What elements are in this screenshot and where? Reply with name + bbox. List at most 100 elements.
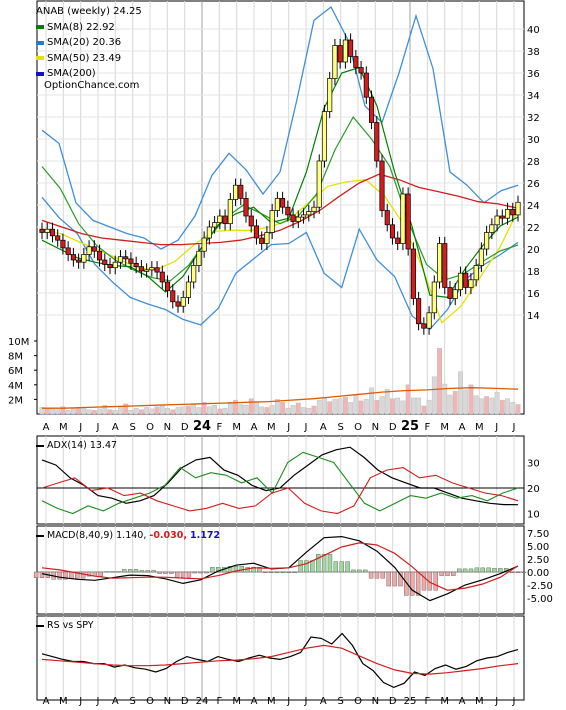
volume-bar: [463, 389, 469, 415]
macd-tick-label: 5.00: [527, 542, 549, 553]
macd-histogram-bar: [410, 571, 415, 596]
macd-histogram-bar: [451, 571, 456, 576]
volume-bar: [159, 405, 165, 415]
volume-bar: [494, 391, 500, 415]
candle-body: [138, 266, 144, 272]
candle-body: [117, 256, 124, 263]
month-label: A: [320, 422, 327, 433]
volume-bar: [180, 406, 186, 415]
price-tick-label: 18: [527, 267, 540, 278]
macd-histogram-bar: [280, 571, 286, 574]
candle-body: [484, 232, 490, 250]
candle-body: [494, 215, 500, 226]
month-label-bottom: M: [232, 696, 241, 706]
volume-bar: [112, 410, 118, 415]
adx-swatch: [36, 444, 44, 447]
macd-histogram-bar: [80, 571, 86, 579]
month-label: J: [78, 422, 82, 433]
macd-histogram-bar: [69, 571, 74, 579]
volume-bar: [128, 410, 134, 415]
macd-histogram-bar: [415, 571, 421, 596]
month-label-bottom: F: [424, 696, 430, 706]
macd-histogram-bar: [462, 568, 468, 573]
volume-bar: [458, 371, 463, 415]
year-label-bottom: 24: [196, 696, 209, 706]
candle-body: [285, 206, 291, 216]
macd-histogram-bar: [174, 571, 180, 578]
macd-histogram-bar: [157, 571, 162, 574]
price-legend: ANAB (weekly) 24.25 SMA(8) 22.92 SMA(20)…: [36, 4, 142, 82]
volume-bar: [421, 405, 427, 415]
macd-tick-label: 0.00: [527, 568, 549, 579]
macd-histogram-bar: [63, 571, 68, 580]
adx-panel-frame: [36, 435, 525, 525]
volume-bar: [316, 399, 322, 415]
candle-body: [55, 235, 61, 241]
candle-body: [39, 228, 45, 233]
macd-histogram-bar: [321, 554, 327, 573]
macd-histogram-bar: [315, 554, 321, 573]
macd-histogram-bar: [98, 571, 103, 577]
month-label: J: [96, 422, 100, 433]
adx-label-text: ADX(14) 13.47: [47, 440, 118, 451]
macd-histogram-bar: [439, 571, 444, 576]
volume-bar: [60, 406, 66, 415]
candle-body: [510, 209, 516, 216]
candle-body: [164, 281, 171, 292]
macd-histogram-bar: [86, 571, 92, 577]
macd-histogram-bar: [345, 561, 350, 573]
volume-bar: [39, 407, 45, 415]
candle-body: [489, 224, 495, 233]
volume-bar: [217, 408, 223, 415]
volume-bar: [405, 384, 411, 415]
volume-bar: [212, 405, 218, 415]
macd-signal-line: [41, 542, 519, 591]
month-label: S: [337, 422, 343, 433]
month-label: F: [424, 422, 430, 433]
candle-body: [128, 258, 134, 264]
candle-body: [379, 160, 385, 211]
candle-body: [504, 209, 511, 219]
legend-label-sma50: SMA(50) 23.49: [47, 52, 122, 64]
month-label: F: [216, 422, 222, 433]
volume-bar: [353, 395, 359, 415]
volume-bar: [186, 405, 191, 415]
volume-bar: [473, 395, 479, 415]
candle-body: [431, 281, 437, 314]
month-label: D: [389, 422, 397, 433]
legend-swatch-sma20: [36, 40, 44, 45]
volume-bar: [280, 402, 286, 415]
volume-bar: [227, 402, 233, 415]
macd-histogram-bar: [357, 569, 362, 573]
month-label: J: [286, 422, 290, 433]
macd-histogram-bar: [351, 569, 356, 573]
volume-bar: [327, 401, 333, 415]
year-label: 25: [401, 419, 419, 434]
macd-label-text: MACD(8,40,9) 1.140,: [47, 530, 147, 541]
macd-histogram-bar: [33, 571, 39, 578]
legend-label-sma20: SMA(20) 20.36: [47, 37, 122, 48]
volume-bar: [452, 391, 458, 415]
legend-sma200: SMA(200): [36, 66, 142, 82]
candle-body: [185, 281, 192, 298]
candle-body: [353, 56, 359, 68]
volume-bar: [426, 399, 432, 415]
month-label-bottom: J: [304, 696, 308, 706]
candle-body: [76, 259, 82, 263]
candle-body: [316, 160, 322, 208]
macd-histogram-bar: [380, 571, 386, 579]
candle-body: [170, 290, 176, 303]
volume-bar: [44, 408, 50, 415]
price-tick-label: 28: [527, 157, 540, 168]
volume-bar: [510, 402, 516, 415]
macd-histogram-bar: [457, 568, 462, 573]
month-label-bottom: M: [59, 696, 68, 706]
ticker-title: ANAB (weekly) 24.25: [36, 6, 142, 17]
volume-bar: [489, 397, 495, 415]
macd-histogram-bar: [333, 561, 339, 573]
volume-bar: [295, 402, 301, 415]
candle-body: [227, 199, 233, 225]
sma8-line: [41, 66, 519, 299]
macd-histogram-bar: [368, 571, 374, 579]
